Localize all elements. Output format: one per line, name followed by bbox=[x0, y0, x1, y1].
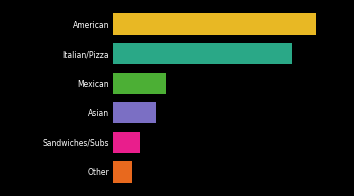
Bar bbox=[113, 161, 132, 182]
Bar bbox=[113, 73, 166, 94]
Bar bbox=[113, 132, 140, 153]
Bar bbox=[113, 14, 316, 35]
Bar bbox=[113, 43, 292, 64]
Bar bbox=[113, 102, 156, 123]
